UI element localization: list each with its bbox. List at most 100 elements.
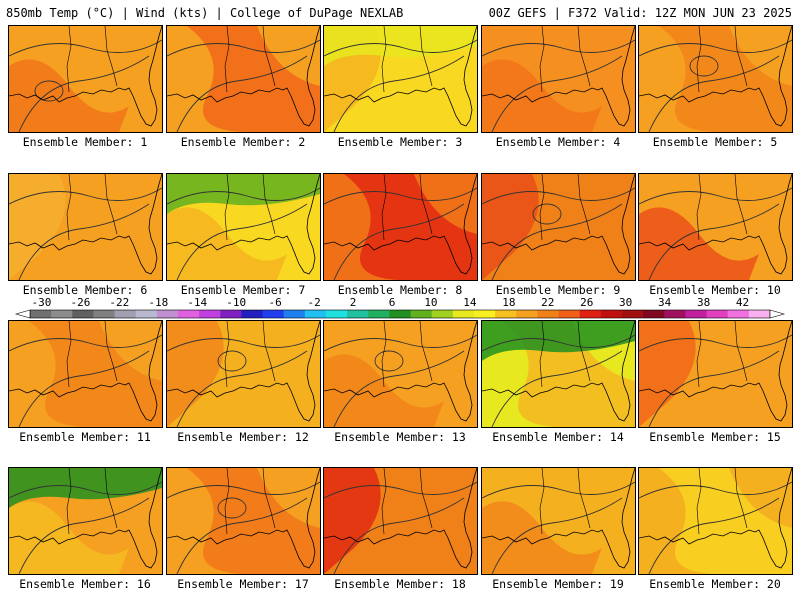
colorbar-tick-label: -2 — [307, 296, 320, 309]
ensemble-member-label: Ensemble Member: 18 — [334, 577, 466, 591]
map-panel-graphic — [167, 26, 320, 132]
ensemble-member-label: Ensemble Member: 15 — [649, 430, 781, 444]
height-contour — [639, 334, 792, 352]
state-border — [539, 26, 545, 93]
state-border — [734, 26, 748, 87]
ensemble-map-8 — [323, 173, 478, 281]
state-border — [262, 26, 276, 87]
colorbar-segment — [410, 310, 433, 318]
temperature-colorbar: -30 -26 -22 -18 -14 -10 -6 -2 2 6 10 14 18 22 26 30 34 38… — [14, 296, 786, 324]
ensemble-member-label: Ensemble Member: 16 — [19, 577, 151, 591]
height-contour — [176, 55, 308, 132]
warm-anomaly-shading — [659, 468, 792, 574]
ensemble-member-label: Ensemble Member: 2 — [180, 135, 306, 149]
state-border — [577, 174, 591, 235]
map-panel-graphic — [639, 174, 792, 280]
height-contour — [491, 55, 623, 132]
height-contour — [9, 334, 162, 352]
height-contour — [324, 481, 477, 499]
height-contour — [333, 497, 465, 574]
coastline — [482, 174, 635, 275]
height-contour — [491, 497, 623, 574]
warm-anomaly-shading — [167, 321, 224, 427]
height-contour — [18, 497, 150, 574]
colorbar-segment — [706, 310, 729, 318]
warm-anomaly-shading — [9, 501, 129, 574]
coastline — [324, 468, 477, 569]
map-panel-graphic — [324, 174, 477, 280]
ensemble-member-label: Ensemble Member: 12 — [177, 430, 309, 444]
ensemble-member-label: Ensemble Member: 20 — [649, 577, 781, 591]
cool-anomaly-shading — [324, 26, 477, 66]
state-border — [734, 321, 748, 382]
coastline — [167, 468, 320, 569]
ensemble-member-label: Ensemble Member: 14 — [492, 430, 624, 444]
ensemble-map-2 — [166, 25, 321, 133]
coastline — [639, 174, 792, 275]
state-border — [734, 468, 748, 529]
closed-low-contour — [217, 497, 247, 519]
cool-anomaly-shading — [9, 468, 162, 508]
coastline — [9, 174, 162, 275]
colorbar-tick-label: -18 — [148, 296, 168, 309]
map-panel-graphic — [482, 174, 635, 280]
height-contour — [639, 187, 792, 205]
warm-anomaly-shading — [187, 26, 320, 132]
colorbar-segment — [156, 310, 179, 318]
colorbar-segment — [748, 310, 771, 318]
height-contour — [9, 187, 162, 205]
map-panel-graphic — [167, 321, 320, 427]
state-border — [66, 321, 72, 388]
map-panel-graphic — [167, 174, 320, 280]
state-border — [224, 321, 230, 388]
ensemble-map-6 — [8, 173, 163, 281]
height-contour — [167, 334, 320, 352]
colorbar-tick-label: -22 — [109, 296, 129, 309]
colorbar-segment — [622, 310, 644, 318]
height-contour — [167, 187, 320, 205]
height-contour — [167, 481, 320, 499]
map-panel-graphic — [639, 468, 792, 574]
coastline — [9, 26, 162, 127]
ensemble-member-label: Ensemble Member: 19 — [492, 577, 624, 591]
colorbar-segment — [51, 310, 73, 318]
state-border — [104, 468, 118, 529]
ensemble-map-7 — [166, 173, 321, 281]
state-border — [262, 468, 276, 529]
colorbar-low-arrow — [14, 309, 31, 319]
coastline — [324, 321, 477, 422]
ensemble-member-label: Ensemble Member: 13 — [334, 430, 466, 444]
coastline — [324, 174, 477, 275]
warm-anomaly-shading — [9, 174, 66, 280]
ensemble-map-17 — [166, 467, 321, 575]
height-contour — [333, 203, 465, 280]
closed-low-contour — [217, 350, 247, 372]
ensemble-map-4 — [481, 25, 636, 133]
state-border — [734, 174, 748, 235]
state-border — [696, 174, 702, 241]
colorbar-segment — [72, 310, 94, 318]
colorbar-tick-label: 26 — [580, 296, 593, 309]
colorbar-segment — [495, 310, 517, 318]
state-border — [419, 26, 433, 87]
state-border — [539, 468, 545, 535]
colorbar-tick-label: -6 — [269, 296, 282, 309]
height-contour — [324, 334, 477, 352]
colorbar-segment — [389, 310, 412, 318]
colorbar-tick-label: 6 — [389, 296, 396, 309]
warm-anomaly-shading — [659, 26, 792, 132]
colorbar-tick-label: 30 — [619, 296, 632, 309]
coastline — [167, 321, 320, 422]
ensemble-map-15 — [638, 320, 793, 428]
state-border — [262, 174, 276, 235]
colorbar-segment — [643, 310, 665, 318]
warm-anomaly-shading — [29, 321, 162, 427]
colorbar-tick-label: 2 — [350, 296, 357, 309]
colorbar-segment — [326, 310, 348, 318]
state-border — [104, 321, 118, 382]
height-contour — [491, 203, 623, 280]
ensemble-map-18 — [323, 467, 478, 575]
height-contour — [648, 497, 780, 574]
height-contour — [176, 350, 308, 427]
height-contour — [333, 55, 465, 132]
